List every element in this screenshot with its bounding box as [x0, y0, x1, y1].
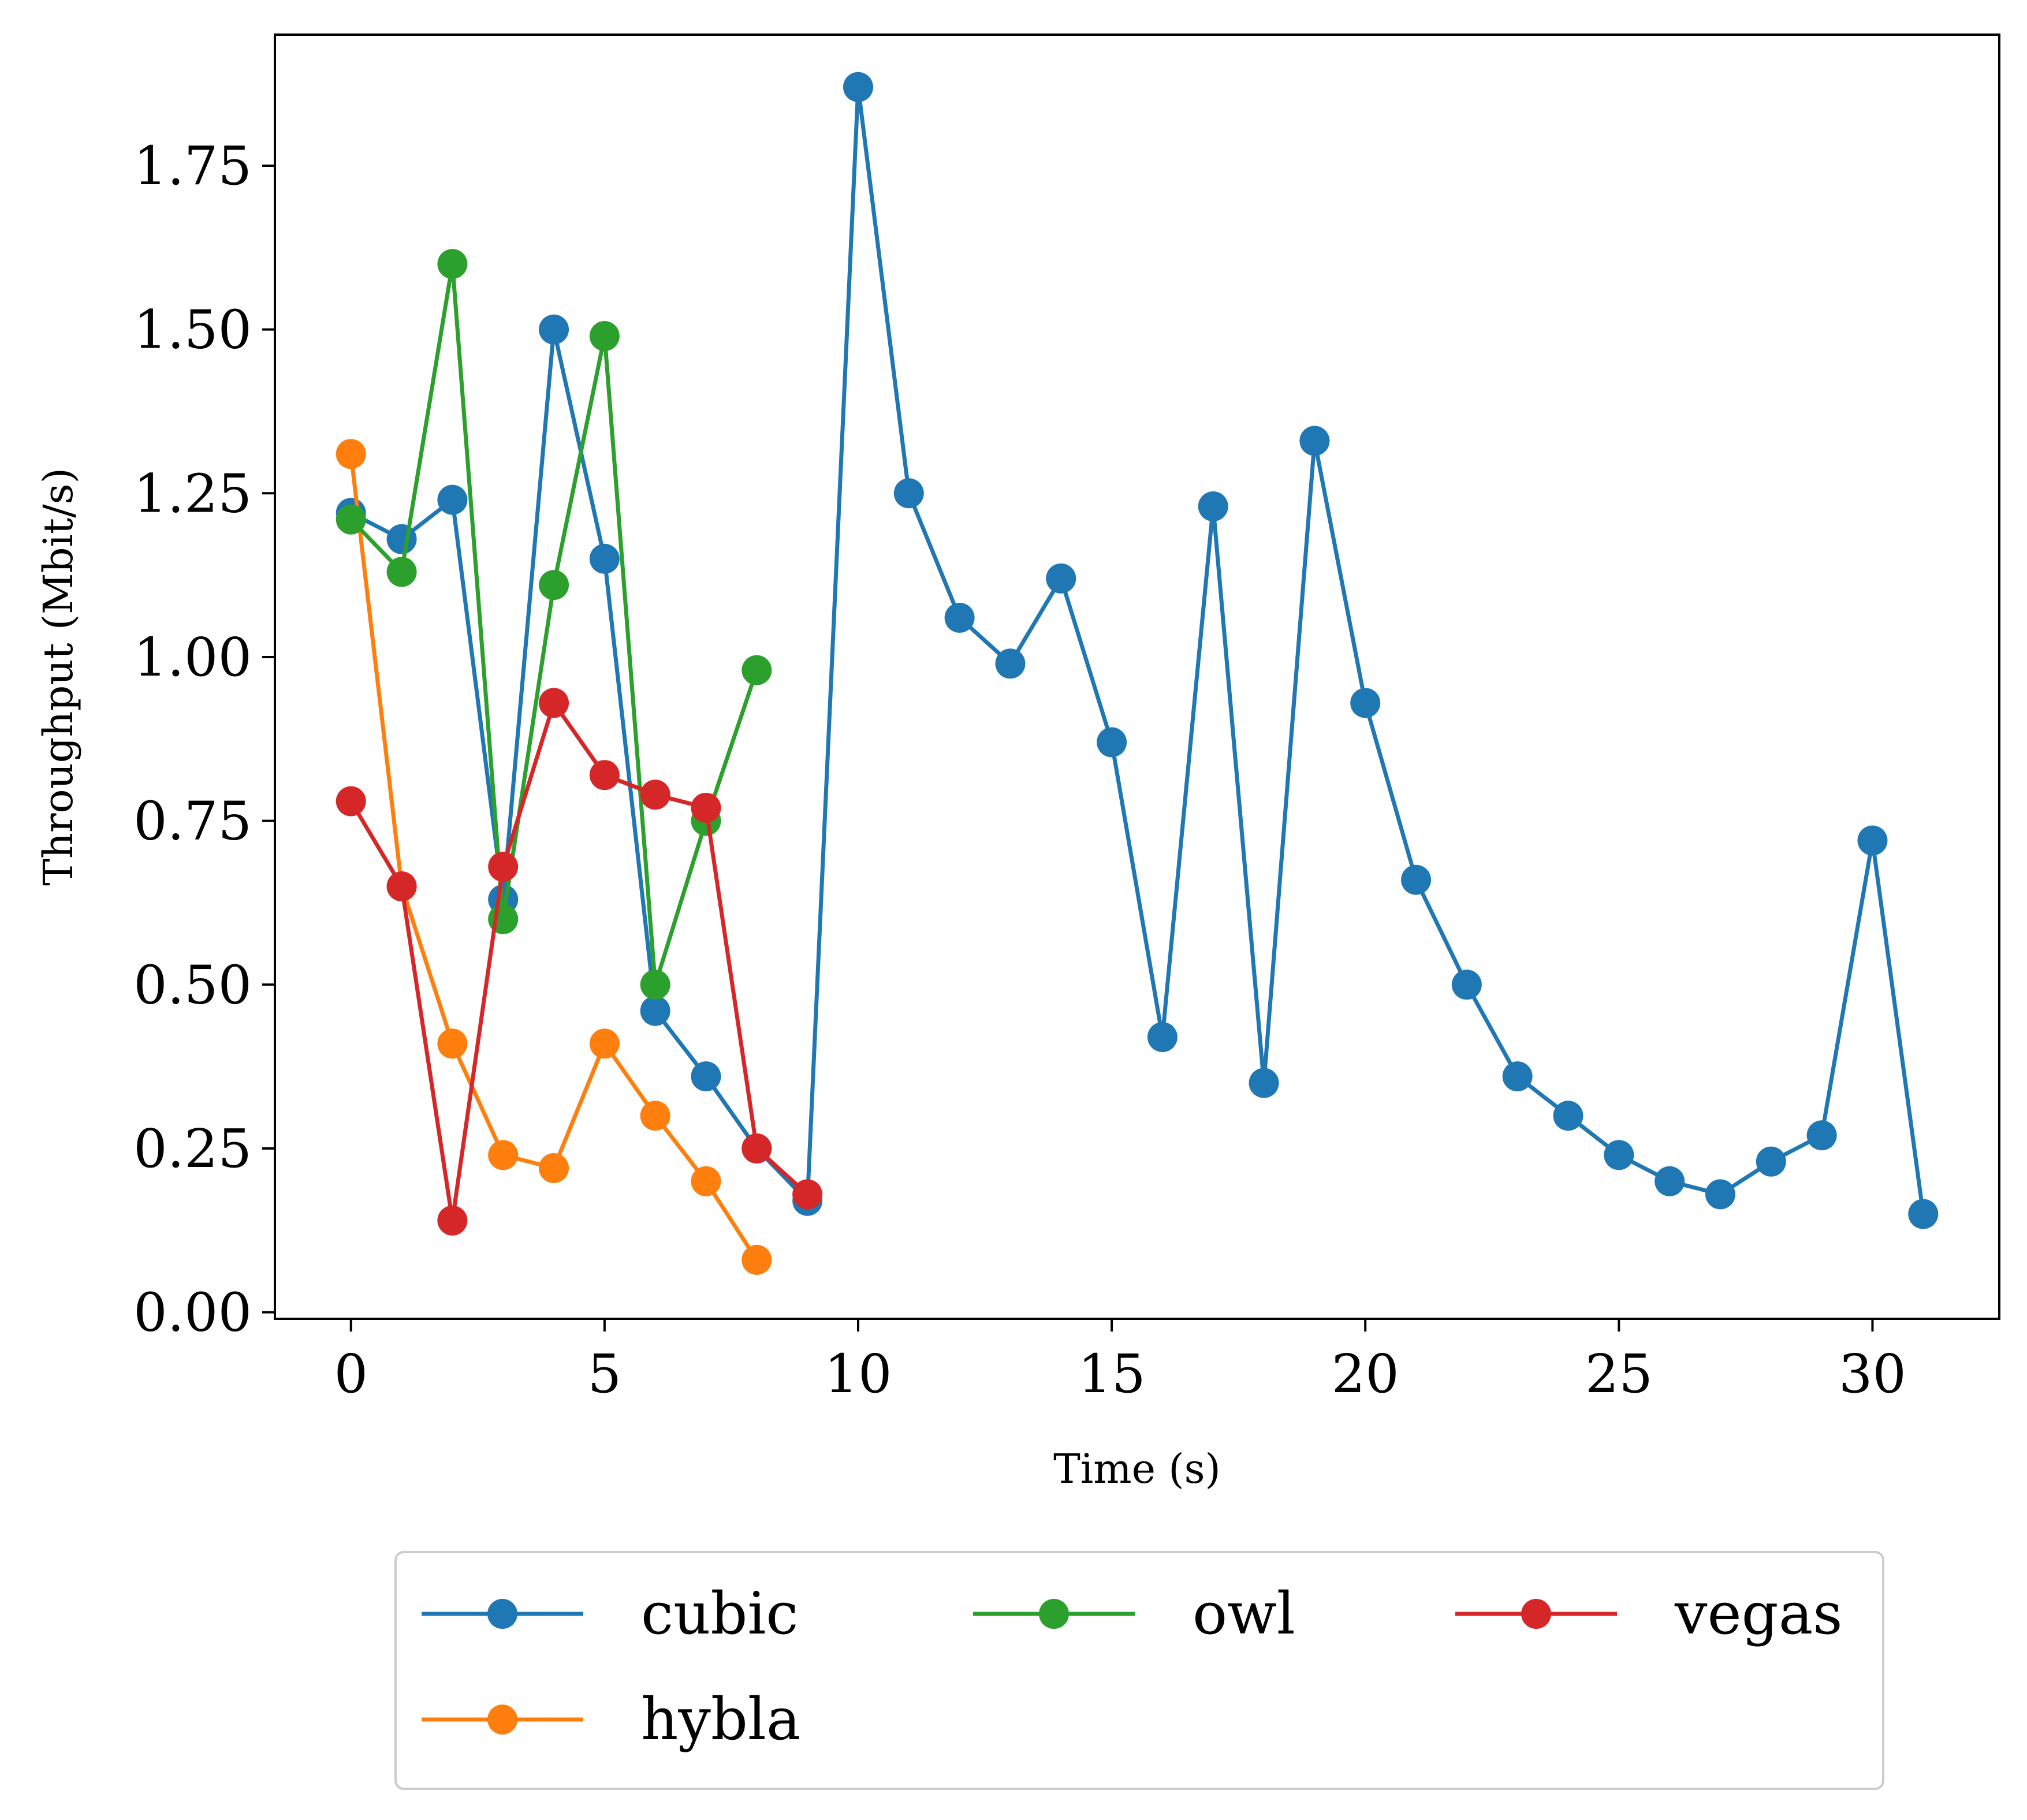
data-point-cubic	[1046, 563, 1076, 594]
series-line-vegas	[349, 700, 810, 1223]
data-point-vegas	[488, 852, 519, 882]
plot-frame	[274, 33, 2000, 1320]
data-point-owl	[640, 969, 670, 1000]
y-tick-label: 0.75	[133, 790, 252, 852]
legend-box	[394, 1551, 1884, 1790]
data-point-cubic	[1147, 1022, 1178, 1053]
data-point-vegas	[386, 871, 417, 902]
data-point-cubic	[1705, 1179, 1735, 1210]
data-point-cubic	[1502, 1061, 1533, 1092]
legend-marker-hybla	[487, 1705, 517, 1735]
data-point-cubic	[386, 524, 417, 554]
y-axis-title: Throughput (Mbit/s)	[35, 468, 82, 886]
y-axis: 0.00 0.25 0.50 0.75 1.00 1.25 1.50 1.75	[133, 135, 275, 1344]
data-point-cubic	[1401, 864, 1432, 895]
legend-entries: cubic owl vegas hybla	[422, 1580, 1843, 1753]
x-axis-title: Time (s)	[1053, 1445, 1221, 1493]
y-tick-label: 1.00	[133, 626, 252, 688]
data-point-cubic	[944, 602, 975, 633]
data-point-owl	[437, 249, 468, 279]
data-point-cubic	[1299, 426, 1330, 456]
data-point-vegas	[589, 760, 620, 790]
data-point-owl	[539, 570, 569, 601]
data-point-hybla	[336, 439, 366, 469]
legend-label-hybla: hybla	[641, 1685, 801, 1753]
x-tick-label: 5	[588, 1343, 622, 1405]
data-point-cubic	[1198, 491, 1228, 521]
data-point-cubic	[1655, 1166, 1685, 1196]
data-point-cubic	[1604, 1140, 1634, 1170]
legend-item-hybla: hybla	[422, 1685, 801, 1753]
data-point-owl	[336, 504, 366, 535]
legend-label-cubic: cubic	[641, 1580, 798, 1647]
legend-marker-vegas	[1521, 1599, 1551, 1629]
x-tick-label: 10	[824, 1343, 892, 1405]
legend: cubic owl vegas hybla	[394, 1551, 1884, 1790]
data-point-hybla	[691, 1166, 721, 1196]
data-point-cubic	[691, 1061, 721, 1092]
y-tick-label: 0.25	[133, 1118, 252, 1180]
data-point-hybla	[437, 1028, 468, 1059]
series-vegas	[336, 688, 823, 1236]
data-point-vegas	[742, 1133, 772, 1163]
x-tick-label: 20	[1332, 1343, 1399, 1405]
data-point-cubic	[843, 72, 873, 102]
data-point-owl	[589, 320, 620, 351]
legend-marker-owl	[1039, 1599, 1069, 1629]
data-point-cubic	[437, 484, 468, 515]
y-tick-label: 1.25	[133, 463, 252, 524]
data-point-vegas	[437, 1205, 468, 1236]
legend-item-owl: owl	[973, 1580, 1295, 1647]
data-point-cubic	[1857, 825, 1888, 856]
data-point-cubic	[640, 995, 670, 1026]
data-point-vegas	[539, 688, 569, 718]
data-point-cubic	[539, 314, 569, 345]
data-point-hybla	[742, 1244, 772, 1275]
data-point-hybla	[640, 1101, 670, 1131]
data-point-cubic	[1350, 688, 1381, 718]
data-point-cubic	[1806, 1120, 1837, 1151]
data-point-cubic	[893, 478, 924, 509]
data-point-owl	[742, 655, 772, 685]
legend-item-vegas: vegas	[1455, 1580, 1843, 1647]
x-tick-label: 30	[1839, 1343, 1906, 1405]
data-point-cubic	[1553, 1101, 1583, 1131]
y-tick-label: 1.50	[133, 299, 252, 361]
data-point-cubic	[1756, 1146, 1786, 1177]
x-tick-label: 15	[1078, 1343, 1146, 1405]
x-tick-label: 25	[1585, 1343, 1653, 1405]
data-point-cubic	[1908, 1199, 1939, 1229]
data-point-vegas	[336, 786, 366, 816]
legend-label-owl: owl	[1193, 1580, 1295, 1647]
legend-marker-cubic	[487, 1599, 517, 1629]
y-tick-label: 0.00	[133, 1282, 252, 1344]
data-point-cubic	[1451, 969, 1482, 1000]
series-hybla	[336, 439, 772, 1275]
legend-label-vegas: vegas	[1674, 1580, 1843, 1647]
data-point-hybla	[488, 1140, 519, 1170]
series-layer	[336, 72, 1939, 1275]
data-point-hybla	[539, 1153, 569, 1184]
data-point-cubic	[995, 648, 1026, 679]
data-point-vegas	[691, 792, 721, 823]
data-point-owl	[386, 557, 417, 587]
data-point-hybla	[589, 1028, 620, 1059]
data-point-cubic	[589, 543, 620, 574]
data-point-cubic	[1097, 727, 1127, 758]
data-point-vegas	[792, 1179, 823, 1210]
x-tick-label: 0	[334, 1343, 368, 1405]
series-cubic	[336, 72, 1939, 1229]
data-point-cubic	[1249, 1068, 1279, 1098]
y-tick-label: 0.50	[133, 954, 252, 1016]
y-tick-label: 1.75	[133, 135, 252, 197]
legend-item-cubic: cubic	[422, 1580, 798, 1647]
x-axis: 0 5 10 15 20 25 30	[334, 1319, 1906, 1405]
data-point-vegas	[640, 780, 670, 810]
